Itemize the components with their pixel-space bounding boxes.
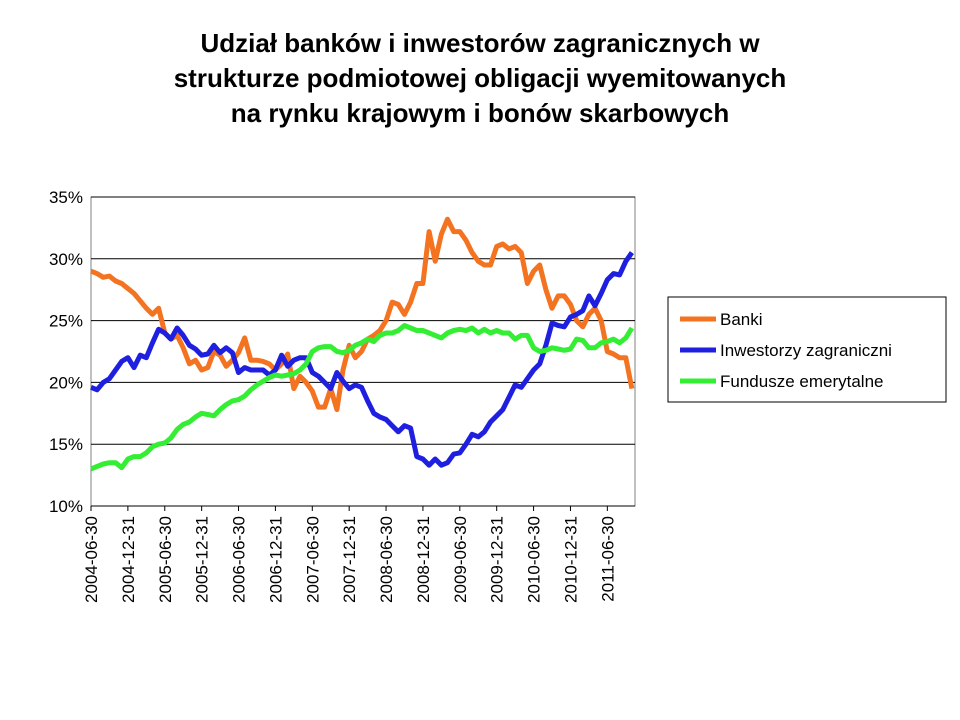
legend-label: Inwestorzy zagraniczni <box>720 341 892 360</box>
legend-label: Banki <box>720 310 763 329</box>
x-tick-label: 2011-06-30 <box>598 516 617 602</box>
y-tick-label: 15% <box>49 435 83 454</box>
x-tick-label: 2006-12-31 <box>266 516 285 603</box>
x-tick-label: 2004-12-31 <box>119 516 138 603</box>
x-tick-label: 2009-06-30 <box>451 516 470 603</box>
x-tick-label: 2005-12-31 <box>193 516 212 603</box>
y-tick-label: 20% <box>49 373 83 392</box>
legend-label: Fundusze emerytalne <box>720 372 883 391</box>
x-tick-label: 2005-06-30 <box>156 516 175 603</box>
x-tick-label: 2008-06-30 <box>377 516 396 603</box>
chart-title: strukturze podmiotowej obligacji wyemito… <box>174 63 787 93</box>
x-tick-label: 2004-06-30 <box>82 516 101 603</box>
x-tick-label: 2010-06-30 <box>525 516 544 603</box>
y-tick-label: 35% <box>49 188 83 207</box>
x-tick-label: 2008-12-31 <box>414 516 433 603</box>
x-tick-label: 2006-06-30 <box>230 516 249 603</box>
x-tick-label: 2009-12-31 <box>488 516 507 603</box>
y-tick-label: 30% <box>49 250 83 269</box>
chart-title: Udział banków i inwestorów zagranicznych… <box>200 28 760 58</box>
x-tick-label: 2007-12-31 <box>340 516 359 603</box>
y-tick-label: 10% <box>49 497 83 516</box>
series-line <box>90 251 634 468</box>
x-tick-label: 2007-06-30 <box>303 516 322 603</box>
chart-title: na rynku krajowym i bonów skarbowych <box>231 98 729 128</box>
y-tick-label: 25% <box>49 312 83 331</box>
series-line <box>90 323 635 472</box>
series-line <box>90 216 635 413</box>
x-tick-label: 2010-12-31 <box>561 516 580 603</box>
